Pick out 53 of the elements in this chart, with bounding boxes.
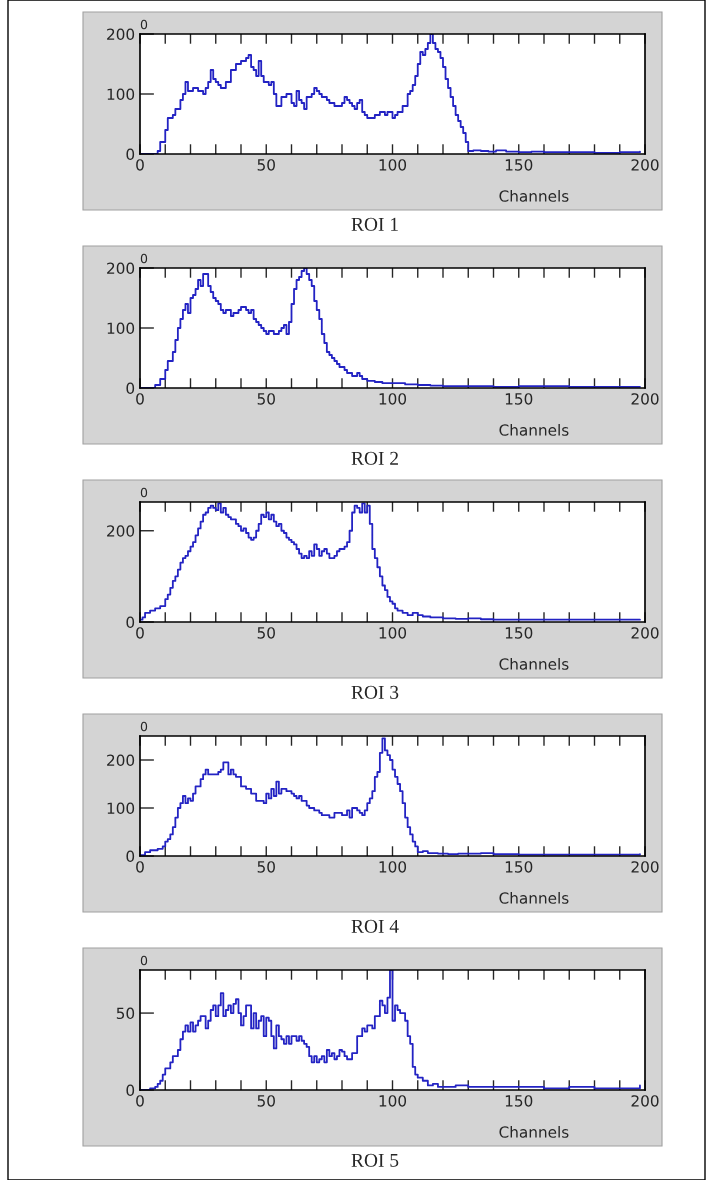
text: 0 — [140, 721, 148, 732]
x-tick-label: 0 — [136, 393, 144, 405]
x-axis-title: Channels — [499, 190, 569, 202]
x-tick-label: 50 — [257, 627, 275, 639]
x-tick-label: 200 — [631, 393, 659, 405]
y-tick-label: 200 — [107, 28, 135, 41]
text: ROI 2 — [351, 451, 398, 465]
x-tick-label: 150 — [505, 861, 533, 873]
x-tick-label: 150 — [505, 627, 533, 639]
x-tick-label: 100 — [379, 627, 407, 639]
y-tick-label: 100 — [107, 802, 135, 815]
y-tick-label: 50 — [116, 1007, 135, 1020]
y-tick-label: 200 — [107, 262, 135, 275]
x-tick-label: 150 — [505, 393, 533, 405]
x-tick-label: 150 — [505, 159, 533, 171]
y-tick-label: 100 — [107, 322, 135, 335]
x-tick-label: 100 — [379, 861, 407, 873]
x-tick-label: 0 — [136, 159, 144, 171]
text: ROI 5 — [351, 1153, 399, 1167]
x-tick-label: 100 — [379, 1095, 407, 1107]
x-tick-label: 100 — [379, 393, 407, 405]
x-axis-title: Channels — [499, 658, 569, 670]
x-tick-label: 0 — [136, 1095, 144, 1107]
text: ROI 4 — [351, 919, 399, 933]
text: ROI 1 — [351, 217, 398, 231]
x-tick-label: 200 — [631, 627, 659, 639]
y-tick-label: 0 — [126, 616, 135, 629]
x-tick-label: 50 — [257, 1095, 275, 1107]
text: 0 — [140, 487, 148, 498]
y-tick-label: 200 — [107, 754, 135, 767]
x-tick-label: 0 — [136, 861, 144, 873]
x-tick-label: 200 — [631, 159, 659, 171]
x-tick-label: 100 — [379, 159, 407, 171]
text: 0 — [140, 19, 148, 30]
x-tick-label: 200 — [631, 1095, 659, 1107]
x-tick-label: 150 — [505, 1095, 533, 1107]
x-tick-label: 0 — [136, 627, 144, 639]
x-tick-label: 50 — [257, 159, 275, 171]
x-tick-label: 50 — [257, 861, 275, 873]
y-tick-label: 0 — [126, 1084, 135, 1097]
x-tick-label: 50 — [257, 393, 275, 405]
text: ROI 3 — [351, 685, 399, 699]
x-axis-title: Channels — [499, 892, 569, 904]
y-tick-label: 0 — [126, 148, 135, 161]
text: 0 — [140, 253, 148, 264]
y-tick-label: 100 — [107, 88, 135, 101]
y-tick-label: 0 — [126, 850, 135, 863]
x-axis-title: Channels — [499, 1126, 569, 1138]
x-tick-label: 200 — [631, 861, 659, 873]
y-tick-label: 200 — [107, 525, 135, 537]
text: 0 — [140, 955, 148, 966]
y-tick-label: 0 — [126, 382, 135, 395]
x-axis-title: Channels — [499, 424, 569, 436]
